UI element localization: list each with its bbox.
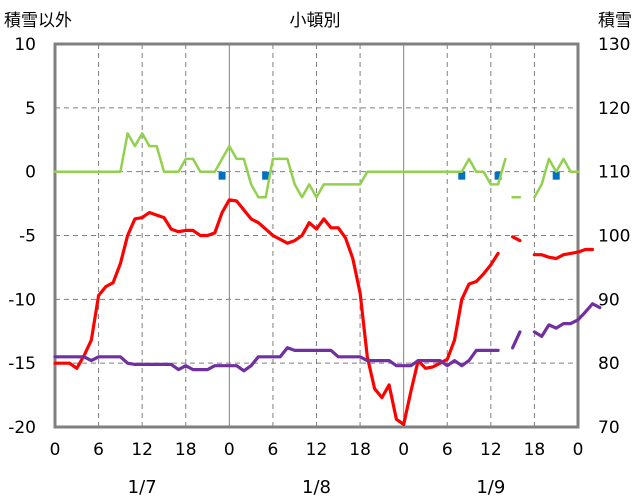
date-label: 1/7 bbox=[128, 477, 157, 498]
x-tick-label: 12 bbox=[306, 440, 328, 460]
blue-bar bbox=[262, 171, 270, 180]
grid bbox=[55, 44, 578, 427]
chart-title: 小頓別 bbox=[290, 11, 341, 31]
x-tick-label: 0 bbox=[50, 440, 61, 460]
y-right-tick-label: 110 bbox=[598, 163, 630, 183]
y-left-tick-label: -20 bbox=[8, 418, 36, 438]
y-left-tick-label: 10 bbox=[14, 35, 36, 55]
y-right-tick-label: 70 bbox=[598, 418, 620, 438]
x-tick-label: 0 bbox=[224, 440, 235, 460]
y-right-tick-label: 120 bbox=[598, 99, 630, 119]
blue-bar bbox=[552, 171, 560, 180]
x-tick-label: 18 bbox=[524, 440, 546, 460]
date-label: 1/9 bbox=[476, 477, 505, 498]
right-axis-title: 積雪 bbox=[598, 11, 632, 31]
y-left-tick-label: -5 bbox=[19, 227, 36, 247]
x-tick-label: 6 bbox=[268, 440, 279, 460]
x-tick-label: 6 bbox=[93, 440, 104, 460]
purple-series-line bbox=[511, 330, 522, 350]
plot-area-border bbox=[53, 42, 580, 429]
y-left-tick-label: 5 bbox=[25, 99, 36, 119]
red-series-line bbox=[532, 247, 595, 261]
x-tick-label: 12 bbox=[480, 440, 502, 460]
x-tick-label: 18 bbox=[175, 440, 197, 460]
y-left-tick-label: 0 bbox=[25, 163, 36, 183]
blue-bar bbox=[218, 171, 226, 180]
red-series-line bbox=[511, 235, 522, 243]
x-tick-label: 18 bbox=[349, 440, 371, 460]
x-tick-label: 0 bbox=[398, 440, 409, 460]
series-layer bbox=[53, 132, 602, 426]
blue-bar bbox=[458, 171, 466, 180]
y-right-tick-label: 80 bbox=[598, 354, 620, 374]
x-tick-label: 6 bbox=[442, 440, 453, 460]
red-series-line bbox=[53, 198, 500, 426]
x-tick-label: 12 bbox=[131, 440, 153, 460]
y-left-tick-label: -15 bbox=[8, 354, 36, 374]
purple-series-line bbox=[53, 346, 500, 373]
purple-series-line bbox=[532, 302, 602, 338]
date-label: 1/8 bbox=[302, 477, 331, 498]
plot-frame bbox=[53, 42, 580, 429]
green-series-line bbox=[533, 157, 580, 199]
y-right-tick-label: 90 bbox=[598, 290, 620, 310]
y-left-tick-label: -10 bbox=[8, 290, 36, 310]
blue-bar bbox=[494, 171, 502, 180]
y-right-tick-label: 130 bbox=[598, 35, 630, 55]
green-series-line bbox=[53, 132, 507, 199]
left-axis-title: 積雪以外 bbox=[4, 11, 72, 31]
x-tick-label: 0 bbox=[573, 440, 584, 460]
y-right-tick-label: 100 bbox=[598, 227, 630, 247]
